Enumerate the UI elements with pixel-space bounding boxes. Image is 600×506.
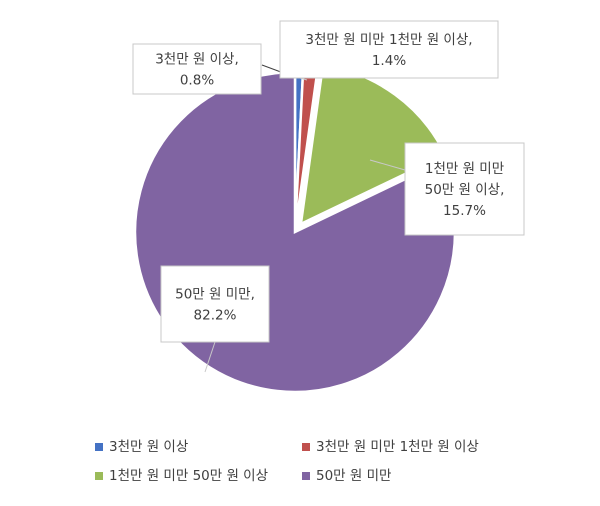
data-label-text-3-1: 82.2% [194, 308, 237, 324]
legend-swatch-0 [95, 443, 103, 451]
leader-line-3 [204, 341, 216, 373]
legend-swatch-2 [95, 472, 103, 480]
data-label-box-2 [404, 142, 525, 236]
leader-line-2 [369, 159, 406, 171]
data-labels-layer: 3천만 원 이상, 0.8% 3천만 원 미만 1천만 원 이상, 1.4% 1천만 원… [132, 20, 525, 343]
data-label-box-0 [132, 43, 262, 95]
legend-item-1: 3천만 원 미만 1천만 원 이상 [302, 439, 479, 455]
data-label-box-3 [160, 265, 270, 343]
data-label-text-2-2: 15.7% [443, 203, 486, 219]
legend-label-2: 1천만 원 미만 50만 원 이상 [109, 468, 268, 484]
legend-label-0: 3천만 원 이상 [109, 439, 188, 455]
legend-item-2: 1천만 원 미만 50만 원 이상 [95, 468, 268, 484]
legend-swatch-3 [302, 472, 310, 480]
data-label-text-1-0: 3천만 원 미만 1천만 원 이상, [305, 32, 472, 48]
data-label-box-1 [279, 20, 499, 79]
legend-swatch-1 [302, 443, 310, 451]
legend-label-1: 3천만 원 미만 1천만 원 이상 [316, 439, 479, 455]
legend: 3천만 원 이상 3천만 원 미만 1천만 원 이상 1천만 원 미만 50만 원 … [95, 439, 479, 484]
data-label-text-0-0: 3천만 원 이상, [155, 52, 239, 68]
data-label-text-2-1: 50만 원 이상, [425, 182, 505, 198]
legend-label-3: 50만 원 미만 [316, 468, 391, 484]
legend-item-0: 3천만 원 이상 [95, 439, 188, 455]
data-label-text-3-0: 50만 원 미만, [175, 287, 255, 303]
data-label-text-2-0: 1천만 원 미만 [425, 161, 504, 177]
data-label-text-1-1: 1.4% [372, 53, 406, 69]
legend-item-3: 50만 원 미만 [302, 468, 391, 484]
data-label-text-0-1: 0.8% [180, 73, 214, 89]
